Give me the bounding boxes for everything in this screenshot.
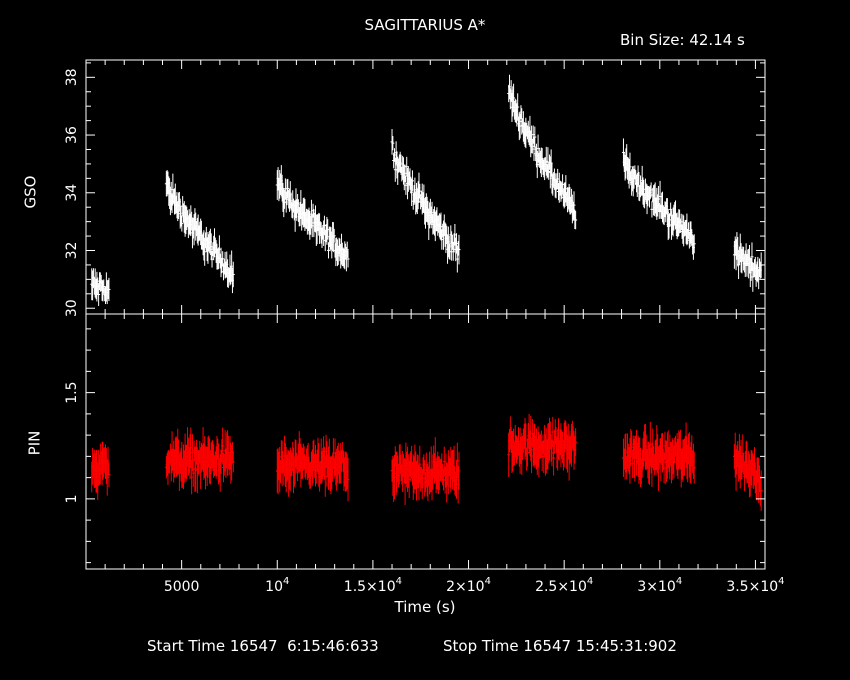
data-segment — [507, 74, 578, 230]
pin-panel-frame — [85, 313, 766, 570]
data-segment — [164, 170, 235, 294]
data-segment — [732, 432, 763, 511]
x-tick-label: 1.5×104 — [344, 576, 402, 595]
y-tick-label: 34 — [64, 184, 80, 202]
data-segment — [390, 437, 461, 505]
start-time-label: Start Time 16547 6:15:46:633 — [147, 637, 379, 655]
chart-title: SAGITTARIUS A* — [364, 16, 486, 34]
y-tick-label: 38 — [64, 68, 80, 86]
data-segment — [90, 441, 111, 501]
stop-time-label: Stop Time 16547 15:45:31:902 — [443, 637, 677, 655]
data-segment — [275, 431, 350, 502]
data-segment — [732, 232, 763, 292]
data-segment — [507, 413, 578, 481]
x-tick-label: 104 — [265, 576, 289, 595]
data-segment — [621, 421, 696, 491]
data-segment — [390, 129, 461, 273]
x-tick-label: 3×104 — [637, 576, 682, 595]
gso-axis-label: GSO — [21, 175, 40, 209]
data-segment — [275, 165, 350, 272]
y-tick-label: 1.5 — [64, 381, 80, 403]
y-tick-label: 36 — [64, 126, 80, 144]
data-segment — [90, 268, 111, 306]
x-axis-label: Time (s) — [394, 598, 456, 616]
data-segment — [164, 427, 235, 495]
gso-data-points — [90, 74, 763, 306]
gso-panel-frame — [85, 59, 766, 315]
x-tick-label: 3.5×104 — [726, 576, 784, 595]
x-tick-label: 5000 — [164, 579, 200, 595]
x-tick-label: 2×104 — [446, 576, 491, 595]
x-tick-label: 2.5×104 — [535, 576, 593, 595]
y-tick-label: 30 — [64, 299, 80, 317]
data-segment — [621, 138, 696, 260]
y-tick-label: 32 — [64, 242, 80, 260]
y-tick-label: 1 — [64, 494, 80, 503]
bin-size-label: Bin Size: 42.14 s — [620, 31, 745, 49]
pin-data-points — [90, 413, 763, 511]
pin-axis-label: PIN — [25, 430, 44, 456]
